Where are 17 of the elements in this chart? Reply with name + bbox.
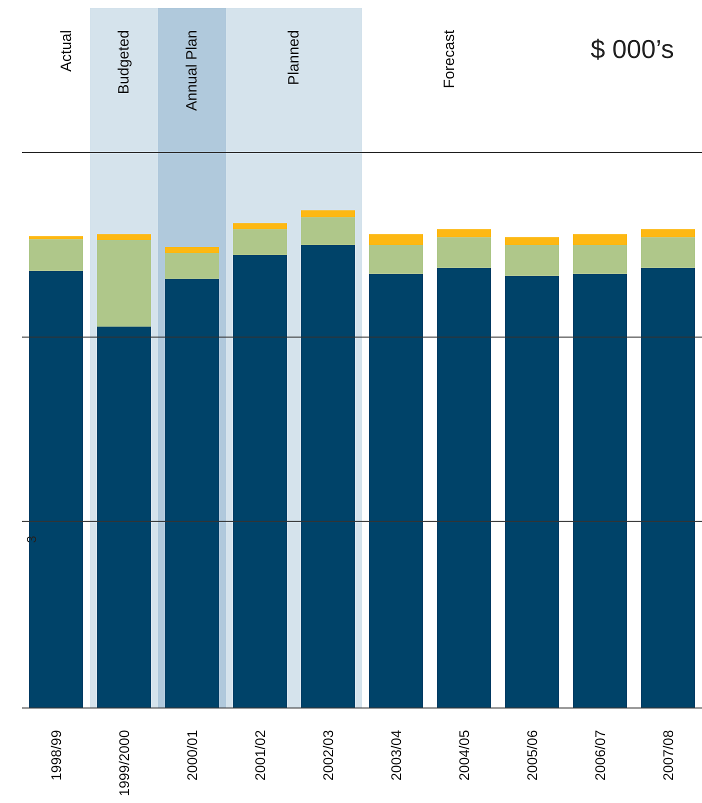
band-label: Planned [286, 30, 302, 86]
x-tick-label: 2005/06 [524, 730, 540, 781]
text: $ 000’s [590, 34, 674, 65]
x-tick-label: 1999/2000 [116, 730, 132, 796]
x-tick-label: 2000/01 [184, 730, 200, 781]
x-tick-label: 2006/07 [592, 730, 608, 781]
x-tick-label: 2003/04 [388, 730, 404, 781]
band-label: Budgeted [116, 30, 132, 94]
x-tick-label: 2002/03 [320, 730, 336, 781]
band-label: Annual Plan [184, 30, 200, 111]
text: Actual [58, 30, 76, 72]
x-tick-label: 1998/99 [48, 730, 64, 781]
x-tick-label: 2001/02 [252, 730, 268, 781]
annotation: 3 [24, 536, 39, 543]
text: Forecast [441, 30, 459, 88]
x-tick-label: 2004/05 [456, 730, 472, 781]
x-tick-label: 2007/08 [660, 730, 676, 781]
